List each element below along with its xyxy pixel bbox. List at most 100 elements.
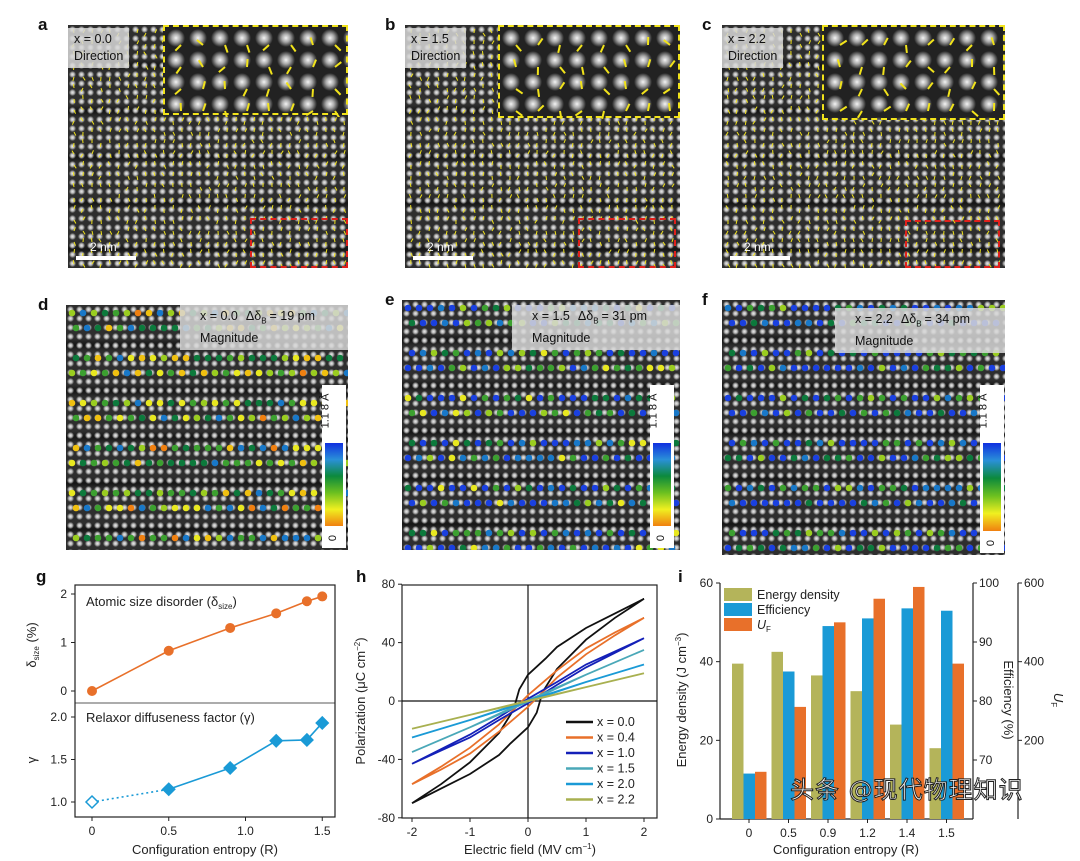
- displacement-dot: [145, 309, 153, 317]
- arrow: [927, 38, 935, 46]
- displacement-dot: [845, 484, 853, 492]
- arrow: [454, 205, 457, 210]
- arrow: [833, 230, 837, 235]
- arrow: [603, 66, 610, 74]
- arrow: [482, 98, 485, 104]
- arrow: [208, 186, 212, 191]
- arrow: [817, 40, 821, 45]
- arrow: [807, 94, 810, 100]
- arrow: [644, 205, 648, 210]
- displacement-dot: [661, 349, 669, 357]
- displacement-dot: [827, 409, 835, 417]
- displacement-dot: [288, 399, 296, 407]
- arrow: [144, 142, 147, 147]
- label-box: x = 2.2 ΔδB = 34 pm Magnitude: [835, 308, 1005, 353]
- displacement-dot: [878, 484, 886, 492]
- displacement-dot: [790, 454, 798, 462]
- displacement-dot: [503, 484, 511, 492]
- displacement-dot: [441, 319, 449, 327]
- displacement-dot: [551, 499, 559, 507]
- displacement-dot: [492, 304, 500, 312]
- arrow: [332, 227, 336, 232]
- legend-swatch: [724, 618, 752, 631]
- arrow: [536, 197, 539, 202]
- arrow: [491, 241, 495, 246]
- uf-label-part: F: [1049, 702, 1058, 707]
- arrow: [651, 197, 655, 202]
- displacement-dot: [496, 349, 504, 357]
- arrow: [307, 219, 310, 224]
- roi-box: [250, 218, 348, 268]
- arrow: [153, 193, 156, 199]
- arrow: [334, 186, 338, 191]
- displacement-dot: [849, 499, 857, 507]
- arrow: [325, 248, 328, 254]
- arrow: [174, 88, 182, 96]
- arrow: [883, 105, 892, 112]
- arrow: [580, 150, 583, 155]
- displacement-dot: [933, 364, 941, 372]
- displacement-dot: [292, 444, 300, 452]
- displacement-dot: [101, 309, 109, 317]
- arrow: [826, 263, 830, 268]
- displacement-dot: [123, 399, 131, 407]
- displacement-dot: [138, 534, 146, 542]
- displacement-dot: [595, 499, 603, 507]
- arrow: [455, 260, 458, 265]
- arrow: [754, 227, 758, 232]
- arrow: [788, 62, 792, 67]
- arrow: [671, 172, 675, 177]
- displacement-dot: [303, 504, 311, 512]
- arrow: [325, 259, 328, 265]
- displacement-dot: [816, 439, 824, 447]
- displacement-dot: [900, 394, 908, 402]
- arrow: [563, 175, 566, 180]
- displacement-dot: [536, 394, 544, 402]
- displacement-dot: [430, 499, 438, 507]
- arrow: [246, 103, 251, 112]
- arrow: [571, 238, 574, 243]
- arrow: [72, 182, 75, 188]
- x-tick-label: 0: [525, 825, 532, 839]
- arrow: [652, 186, 655, 191]
- displacement-dot: [845, 454, 853, 462]
- arrow: [91, 230, 94, 236]
- displacement-dot: [580, 364, 588, 372]
- arrow: [601, 110, 605, 120]
- displacement-dot: [602, 394, 610, 402]
- arrow: [670, 197, 673, 202]
- arrow: [933, 208, 936, 213]
- arrow: [952, 171, 955, 177]
- displacement-dot: [827, 319, 835, 327]
- displacement-dot: [569, 454, 577, 462]
- hysteresis-loop: [411, 597, 645, 805]
- displacement-dot: [116, 534, 124, 542]
- series-line-segment: [168, 767, 231, 791]
- arrow: [154, 252, 158, 257]
- arrow: [927, 102, 931, 112]
- arrow: [905, 183, 909, 188]
- data-point: [315, 715, 330, 731]
- arrow: [90, 204, 93, 210]
- arrow: [428, 249, 432, 254]
- arrow: [464, 227, 468, 232]
- arrow: [224, 263, 228, 268]
- arrow: [762, 87, 765, 92]
- displacement-dot: [419, 499, 427, 507]
- displacement-dot: [966, 484, 974, 492]
- arrow: [446, 216, 450, 221]
- arrow: [217, 160, 220, 166]
- arrow: [89, 106, 93, 111]
- displacement-dot: [426, 394, 434, 402]
- arrow: [763, 175, 767, 180]
- displacement-dot: [591, 544, 599, 550]
- arrow: [473, 87, 477, 92]
- displacement-dot: [728, 499, 736, 507]
- displacement-dot: [540, 529, 548, 537]
- arrow: [905, 103, 911, 112]
- arrow: [824, 252, 828, 257]
- arrow: [325, 194, 328, 199]
- arrow: [671, 164, 675, 169]
- arrow: [153, 73, 156, 78]
- arrow: [134, 241, 138, 246]
